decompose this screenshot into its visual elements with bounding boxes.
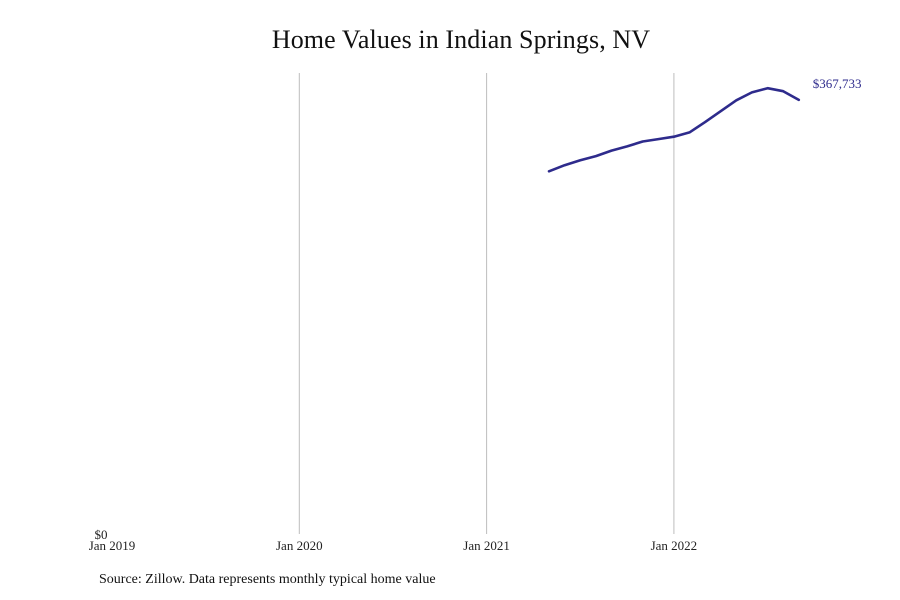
x-tick-label: Jan 2021 [463, 538, 510, 553]
end-value-label: $367,733 [813, 76, 862, 91]
x-tick-label: Jan 2019 [89, 538, 136, 553]
x-tick-label: Jan 2020 [276, 538, 323, 553]
series-line [547, 86, 801, 173]
chart-title: Home Values in Indian Springs, NV [271, 25, 651, 54]
x-tick-label: Jan 2022 [651, 538, 698, 553]
source-note: Source: Zillow. Data represents monthly … [99, 572, 436, 587]
y-tick-label: $0 [95, 527, 108, 542]
